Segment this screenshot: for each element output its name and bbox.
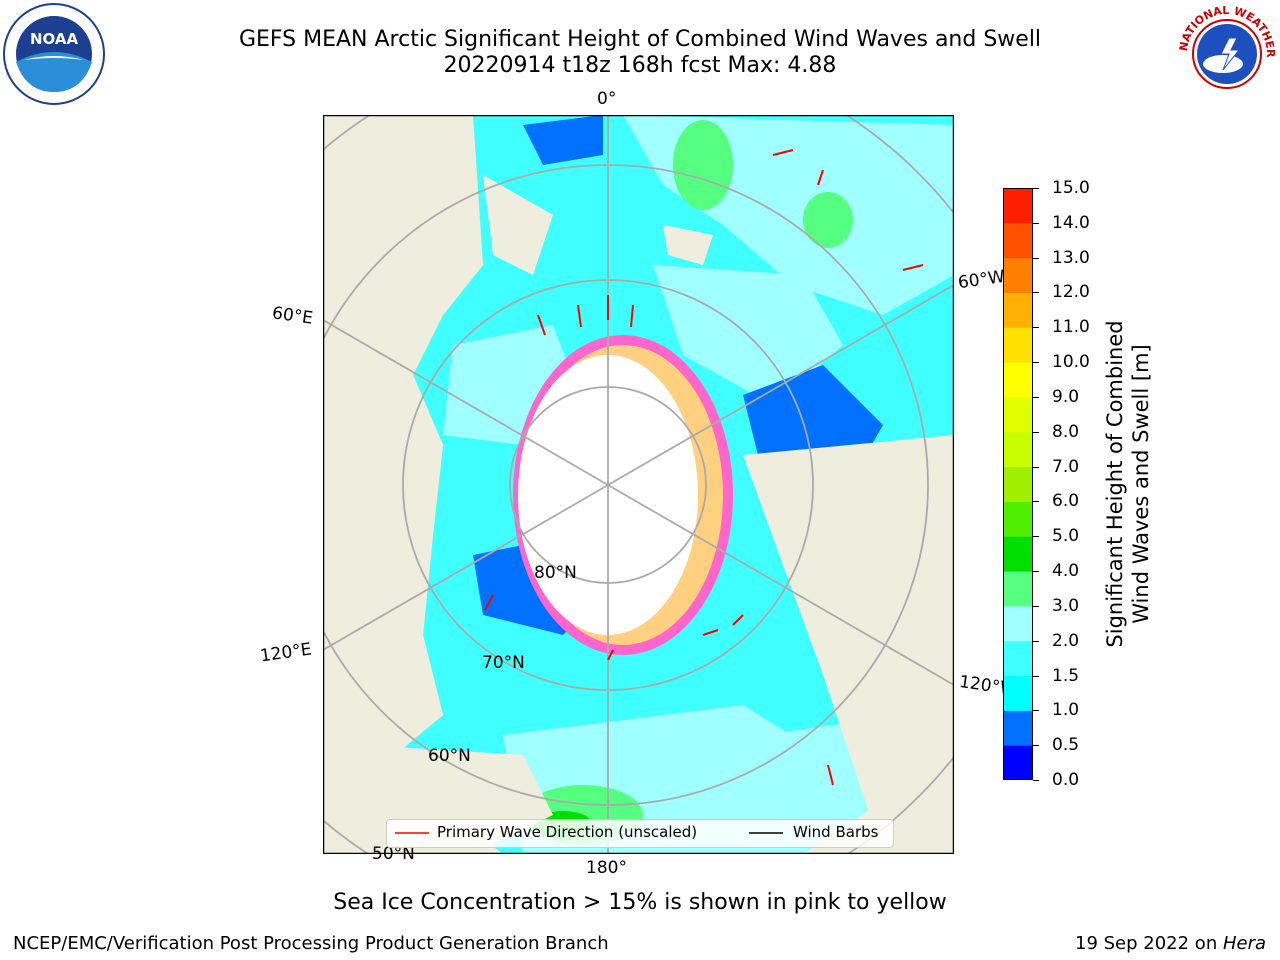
wave-direction-arrows: [484, 149, 924, 786]
parallel-label-50n: 50°N: [372, 844, 415, 864]
colorbar-tick-mark: [1033, 466, 1039, 468]
colorbar-tick-label: 14.0: [1052, 212, 1090, 233]
colorbar-tick-mark: [1033, 292, 1039, 294]
parallel-label-80n: 80°N: [534, 563, 577, 583]
colorbar-tick-mark: [1033, 605, 1039, 607]
colorbar-tick-mark: [1033, 188, 1039, 189]
wave-3-4m-patch: [673, 120, 733, 210]
meridian-label-120e: 120°E: [258, 639, 313, 667]
svalbard-landmass: [663, 225, 713, 265]
colorbar-tick-label: 3.0: [1052, 595, 1080, 616]
wind-barbs-legend-line: [749, 832, 783, 834]
colorbar-tick-mark: [1033, 640, 1039, 642]
map-legend: Primary Wave Direction (unscaled) Wind B…: [386, 819, 894, 848]
colorbar-tick-label: 0.0: [1052, 770, 1080, 790]
nws-logo: NATIONAL WEATHER SERVICE: [1175, 2, 1277, 104]
colorbar-segment: [1003, 571, 1033, 607]
colorbar-segment: [1003, 292, 1033, 328]
colorbar-segment: [1003, 327, 1033, 363]
colorbar-tick-label: 6.0: [1052, 491, 1080, 512]
colorbar-tick-label: 9.0: [1052, 386, 1080, 407]
footer-credit: NCEP/EMC/Verification Post Processing Pr…: [13, 933, 609, 954]
colorbar-tick-label: 4.0: [1052, 561, 1080, 582]
colorbar-segment: [1003, 257, 1033, 293]
colorbar-segment: [1003, 188, 1033, 224]
colorbar-tick-label: 10.0: [1052, 352, 1090, 373]
colorbar-segment: [1003, 640, 1033, 677]
colorbar-tick-label: 0.5: [1052, 735, 1080, 756]
colorbar-tick-mark: [1033, 780, 1039, 781]
colorbar-tick-mark: [1033, 431, 1039, 433]
meridian-label-180: 180°: [586, 858, 627, 878]
colorbar-tick-mark: [1033, 222, 1039, 224]
colorbar-tick-mark: [1033, 501, 1039, 503]
colorbar-tick-label: 15.0: [1052, 178, 1090, 198]
colorbar-tick-mark: [1033, 710, 1039, 712]
colorbar-tick-mark: [1033, 536, 1039, 538]
colorbar-segment: [1003, 605, 1033, 642]
parallel-label-70n: 70°N: [482, 653, 525, 673]
colorbar-tick-label: 12.0: [1052, 282, 1090, 303]
wave-3-4m-patch-2: [803, 192, 853, 248]
colorbar-tick-label: 2.0: [1052, 630, 1080, 651]
colorbar-tick-mark: [1033, 362, 1039, 364]
noaa-logo: NOAA: [3, 3, 105, 105]
colorbar-tick-mark: [1033, 745, 1039, 747]
parallel-label-60n: 60°N: [428, 746, 471, 766]
colorbar-tick-label: 7.0: [1052, 456, 1080, 477]
colorbar-tick-label: 13.0: [1052, 247, 1090, 268]
graticule-grid: [323, 115, 954, 854]
meridian-label-60w: 60°W: [956, 266, 1007, 294]
colorbar-segment: [1003, 222, 1033, 259]
meridian-label-60e: 60°E: [270, 303, 315, 329]
colorbar-label-line2: Wind Waves and Swell [m]: [1129, 344, 1153, 624]
footer-host: Hera: [1222, 933, 1266, 954]
colorbar-tick-label: 8.0: [1052, 421, 1080, 442]
scandinavia-landmass: [483, 175, 553, 275]
colorbar-tick-mark: [1033, 396, 1039, 398]
arctic-map: [323, 115, 954, 854]
eurasia-landmass: [323, 115, 483, 815]
colorbar-segment: [1003, 501, 1033, 537]
colorbar-segment: [1003, 396, 1033, 433]
colorbar-tick-label: 1.5: [1052, 665, 1080, 686]
primary-wave-legend-label: Primary Wave Direction (unscaled): [437, 823, 698, 841]
chart-title: GEFS MEAN Arctic Significant Height of C…: [238, 27, 1042, 52]
meridian-label-0: 0°: [597, 89, 617, 109]
colorbar-tick-label: 11.0: [1052, 317, 1090, 338]
colorbar-tick-mark: [1033, 571, 1039, 573]
wave-0-1m-area-3: [523, 115, 603, 165]
chart-subtitle: 20220914 t18z 168h fcst Max: 4.88: [443, 53, 837, 78]
primary-wave-legend-line: [395, 832, 429, 834]
colorbar-label-line1: Significant Height of Combined: [1103, 320, 1127, 648]
colorbar-segment: [1003, 710, 1033, 746]
footer-date-text: 19 Sep 2022 on: [1075, 933, 1223, 954]
colorbar-tick-mark: [1033, 257, 1039, 259]
wind-barbs-legend-label: Wind Barbs: [793, 823, 879, 841]
colorbar-tick-mark: [1033, 675, 1039, 677]
footer-date: 19 Sep 2022 on Hera: [1075, 933, 1266, 954]
colorbar-segment: [1003, 675, 1033, 711]
colorbar-tick-label: 1.0: [1052, 700, 1080, 721]
sea-ice-note: Sea Ice Concentration > 15% is shown in …: [333, 890, 947, 915]
colorbar-segment: [1003, 536, 1033, 572]
canada-landmass: [743, 435, 954, 854]
colorbar: [1003, 188, 1033, 780]
colorbar-segment: [1003, 431, 1033, 468]
colorbar-segment: [1003, 745, 1033, 780]
colorbar-tick-label: 5.0: [1052, 526, 1080, 547]
colorbar-tick-mark: [1033, 327, 1039, 329]
colorbar-label: Significant Height of Combined Wind Wave…: [1102, 320, 1154, 647]
colorbar-segment: [1003, 466, 1033, 502]
colorbar-segment: [1003, 362, 1033, 398]
noaa-logo-text: NOAA: [30, 30, 79, 48]
